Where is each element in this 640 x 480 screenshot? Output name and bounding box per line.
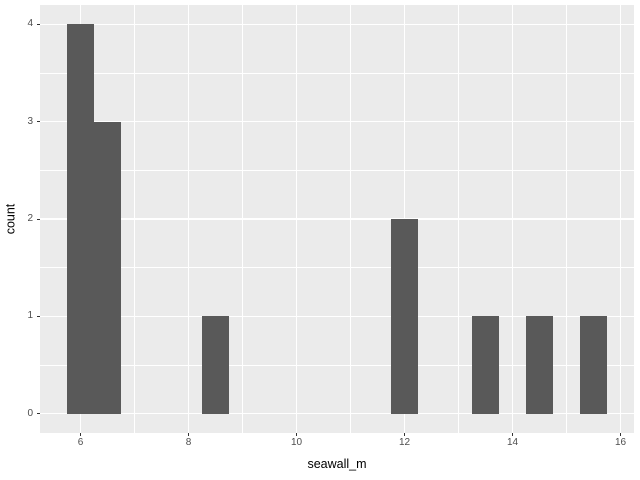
y-axis-tick-mark — [36, 218, 40, 220]
y-axis-tick-label: 1 — [27, 310, 33, 322]
gridline-major-horizontal — [40, 23, 634, 26]
histogram-bar — [391, 219, 418, 414]
gridline-major-horizontal — [40, 218, 634, 220]
y-axis-title: count — [3, 203, 18, 235]
x-axis-tick-mark — [296, 433, 297, 436]
y-axis-tick-label: 2 — [27, 213, 33, 224]
gridline-major-horizontal — [40, 121, 634, 123]
gridline-major-horizontal — [40, 412, 634, 415]
histogram-bar — [67, 24, 94, 414]
x-axis-tick-mark — [404, 433, 405, 436]
gridline-minor-horizontal — [40, 72, 634, 74]
y-axis-tick-label: 0 — [27, 407, 33, 419]
x-axis-tick-label: 8 — [185, 437, 192, 448]
plot-panel — [40, 5, 634, 433]
x-axis-tick-label: 16 — [614, 437, 627, 448]
x-axis-tick-label: 12 — [398, 437, 411, 448]
histogram-bar — [472, 316, 499, 414]
gridline-major-horizontal — [40, 315, 634, 317]
x-axis-tick-label: 14 — [506, 437, 519, 448]
y-axis-tick-mark — [36, 23, 40, 25]
histogram-bar — [94, 121, 121, 414]
y-axis-tick-label: 4 — [27, 18, 33, 30]
x-axis-tick-label: 6 — [77, 437, 84, 448]
y-axis-tick-mark — [36, 315, 40, 317]
y-axis-tick-label: 3 — [27, 115, 33, 127]
y-axis-tick-mark — [36, 121, 40, 123]
histogram-bar — [526, 316, 553, 414]
histogram-bar — [580, 316, 607, 414]
x-axis-tick-mark — [620, 433, 621, 436]
gridline-minor-horizontal — [40, 364, 634, 366]
x-axis-tick-mark — [512, 433, 513, 436]
gridline-minor-horizontal — [40, 267, 634, 268]
x-axis-title: seawall_m — [307, 457, 367, 471]
y-axis-tick-mark — [36, 413, 40, 415]
x-axis-tick-label: 10 — [290, 437, 303, 448]
gridline-minor-horizontal — [40, 170, 634, 171]
x-axis-tick-mark — [80, 433, 81, 436]
x-axis-tick-mark — [188, 433, 189, 436]
histogram-bar — [202, 316, 229, 414]
